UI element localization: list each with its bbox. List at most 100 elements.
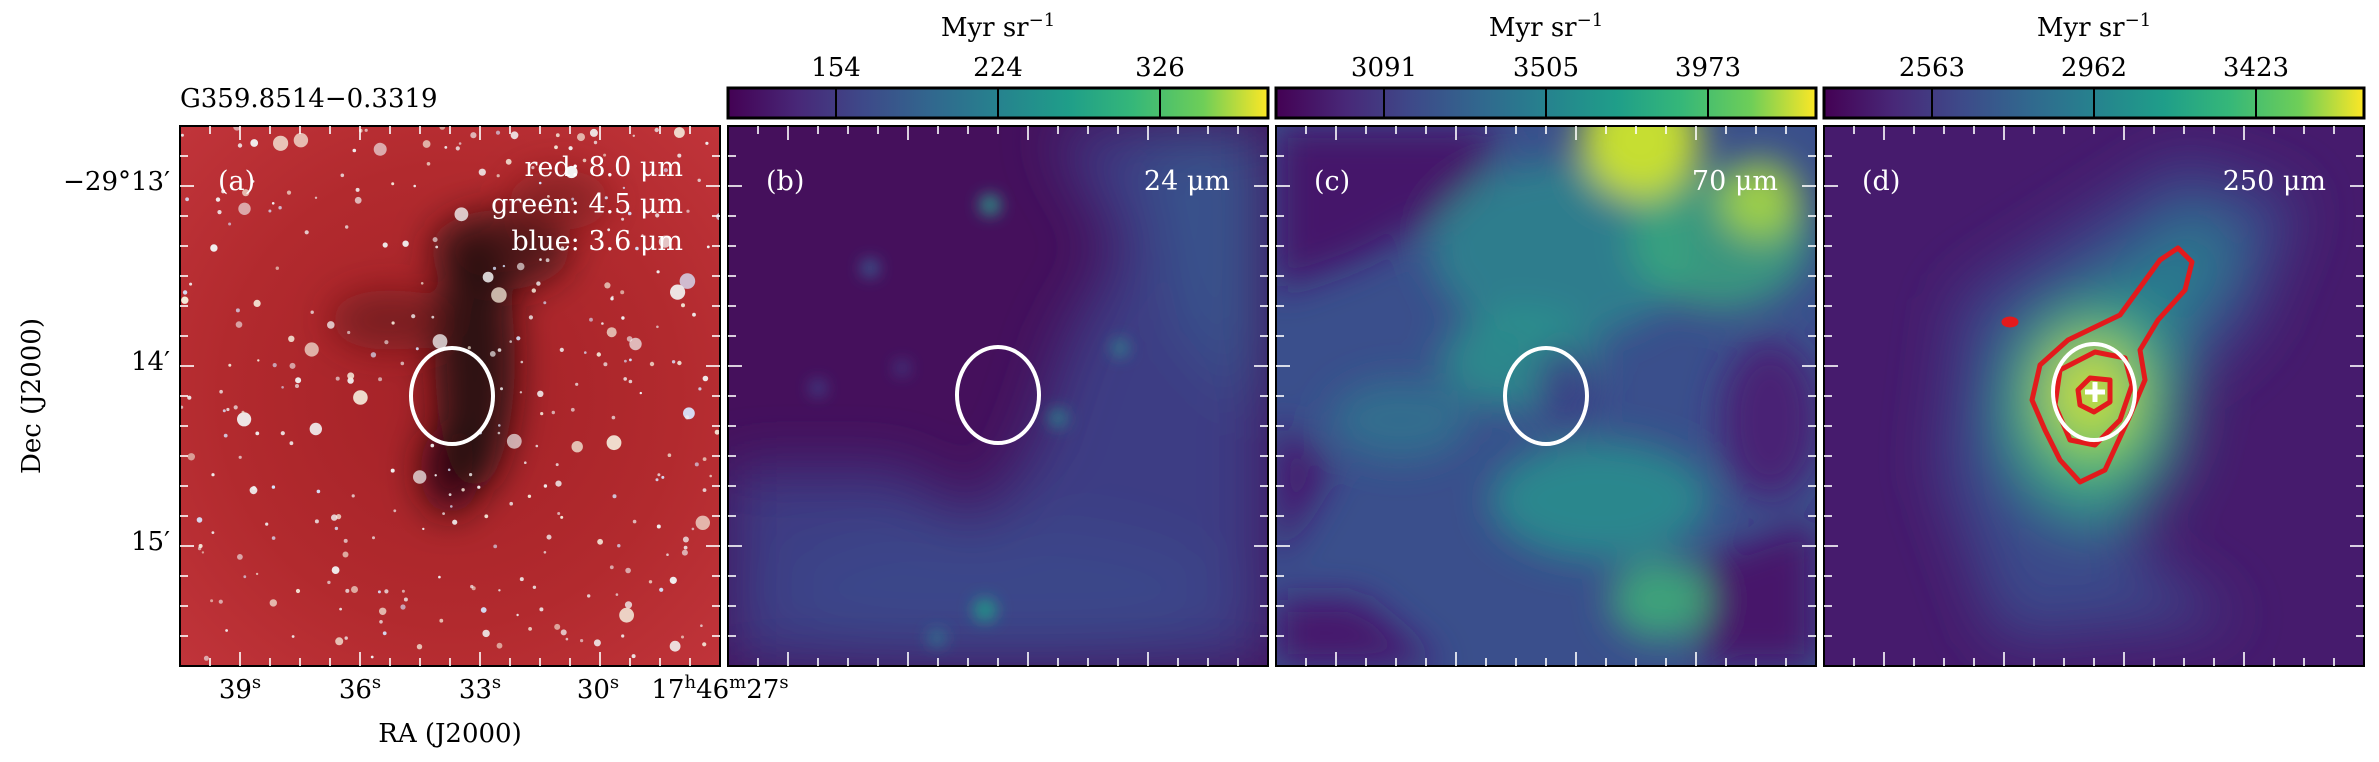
star	[482, 271, 494, 283]
star	[413, 470, 427, 484]
star	[265, 522, 269, 526]
star	[233, 126, 241, 131]
star	[560, 246, 565, 250]
dec-tick-15: 15′	[131, 527, 170, 557]
star	[604, 282, 611, 289]
panel-d-label: (d)	[1862, 166, 1900, 197]
star	[237, 143, 243, 148]
star	[649, 361, 655, 367]
panel-a-stars	[180, 126, 720, 661]
star	[438, 575, 441, 579]
star	[251, 485, 257, 491]
star	[681, 635, 684, 639]
star	[343, 538, 348, 543]
colorbar-b-unit: Myr sr−1	[941, 10, 1055, 43]
star	[698, 387, 702, 391]
star	[478, 168, 486, 176]
star	[620, 290, 625, 295]
star	[211, 473, 215, 477]
star	[379, 620, 383, 624]
panel-c-ellipse	[1503, 346, 1589, 446]
star	[295, 384, 299, 388]
star	[674, 127, 685, 138]
star	[339, 607, 342, 611]
panel-d-contour-outer	[2029, 245, 2195, 485]
star	[631, 654, 636, 659]
panel-d-band: 250 μm	[2223, 166, 2326, 197]
star	[538, 181, 542, 185]
star	[378, 377, 383, 382]
star	[431, 315, 435, 319]
star	[617, 544, 621, 548]
star	[670, 284, 686, 300]
star	[582, 158, 587, 163]
star	[702, 375, 709, 382]
star	[621, 634, 625, 638]
dec-tick-14: 14′	[131, 347, 170, 377]
colorbar-d-tick-2: 2962	[2061, 53, 2127, 83]
star	[489, 351, 496, 357]
star	[697, 178, 701, 182]
star	[211, 531, 215, 534]
star	[539, 258, 542, 261]
colorbar-d-tick-3: 3423	[2223, 53, 2289, 83]
star	[580, 639, 584, 643]
star	[531, 288, 536, 293]
star	[628, 379, 633, 384]
star	[390, 468, 395, 473]
star	[694, 462, 699, 467]
star	[416, 644, 423, 650]
star	[354, 196, 362, 204]
star	[681, 303, 685, 308]
star	[702, 457, 707, 461]
star	[221, 189, 226, 194]
star	[604, 196, 608, 200]
star	[702, 488, 707, 492]
star	[624, 359, 627, 363]
star	[342, 551, 349, 558]
star	[355, 187, 360, 192]
colorbar-c-tick-3: 3973	[1675, 53, 1741, 83]
star	[539, 607, 544, 612]
star	[677, 360, 682, 366]
star	[537, 390, 544, 397]
star	[448, 493, 452, 496]
star	[505, 158, 512, 165]
star	[187, 395, 192, 400]
star	[656, 524, 661, 529]
star	[218, 599, 223, 604]
star	[509, 340, 512, 343]
star	[606, 327, 617, 338]
star	[255, 431, 260, 436]
star	[520, 360, 524, 364]
star	[382, 242, 388, 248]
star	[345, 588, 350, 593]
dec-tick-13: −29°13′	[63, 167, 170, 197]
star	[314, 519, 319, 524]
star	[187, 453, 195, 461]
ra-tick-39: 39s	[219, 672, 261, 705]
star	[327, 580, 331, 585]
star	[372, 536, 375, 540]
star	[334, 526, 339, 531]
star	[210, 244, 218, 252]
star	[432, 237, 438, 243]
star	[661, 475, 665, 479]
star	[659, 587, 664, 592]
star	[352, 148, 357, 153]
panel-b-label: (b)	[766, 166, 804, 197]
star	[524, 461, 527, 465]
panel-c-label: (c)	[1314, 166, 1350, 197]
panel-c-band: 70 μm	[1692, 166, 1778, 197]
star	[452, 519, 458, 525]
panel-d-contour-inner	[2075, 375, 2113, 415]
star	[482, 629, 490, 638]
star	[555, 133, 560, 138]
star	[589, 128, 598, 137]
star	[655, 213, 660, 218]
star	[379, 607, 387, 615]
star	[241, 410, 245, 414]
star	[470, 132, 477, 139]
colorbar-b: Myr sr−1 154 224 326	[726, 10, 1270, 120]
star	[495, 130, 501, 135]
